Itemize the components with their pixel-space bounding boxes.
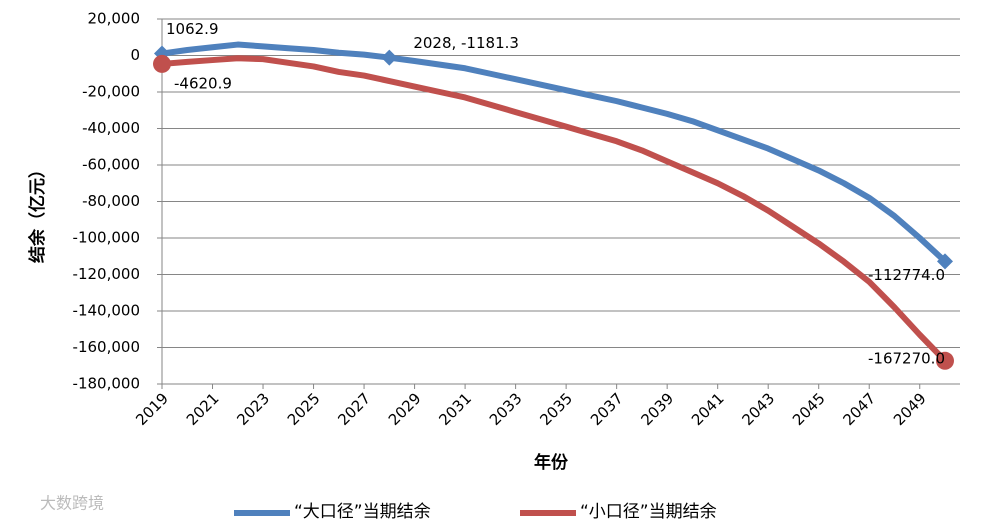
x-tick-label: 2047 (840, 389, 880, 429)
y-tick-label: -120,000 (73, 265, 140, 283)
legend-label: “大口径”当期结余 (294, 502, 431, 522)
x-tick-label: 2027 (334, 389, 374, 429)
legend-label: “小口径”当期结余 (580, 502, 717, 522)
y-tick-label: -80,000 (82, 192, 140, 210)
x-tick-label: 2045 (789, 389, 829, 429)
y-axis-label: 结余（亿元） (27, 161, 48, 263)
data-label: -167270.0 (868, 349, 945, 367)
x-tick-label: 2049 (890, 389, 930, 429)
x-tick-label: 2037 (587, 389, 627, 429)
y-tick-label: -20,000 (82, 83, 140, 101)
x-tick-label: 2039 (637, 389, 677, 429)
x-axis-label: 年份 (534, 452, 569, 473)
y-tick-label: -140,000 (73, 302, 140, 320)
x-tick-label: 2023 (233, 389, 273, 429)
data-label: 1062.9 (166, 20, 219, 38)
watermark: 大数跨境 (40, 494, 104, 513)
y-tick-label: 0 (130, 46, 140, 64)
x-tick-label: 2043 (738, 389, 778, 429)
y-tick-label: -100,000 (73, 229, 140, 247)
x-tick-label: 2041 (688, 389, 728, 429)
y-tick-label: -180,000 (73, 375, 140, 393)
series-line (161, 55, 948, 363)
data-label: 2028, -1181.3 (413, 34, 519, 52)
y-tick-label: -160,000 (73, 338, 140, 356)
x-tick-label: 2019 (132, 389, 172, 429)
data-label: -112774.0 (868, 266, 945, 284)
x-tick-label: 2031 (435, 389, 475, 429)
data-label: -4620.9 (174, 74, 232, 92)
y-tick-label: 20,000 (88, 10, 141, 28)
marker (153, 54, 171, 73)
x-tick-label: 2025 (284, 389, 324, 429)
marker (937, 253, 953, 270)
y-tick-label: -40,000 (82, 119, 140, 137)
marker (936, 351, 954, 370)
y-tick-label: -60,000 (82, 156, 140, 174)
series-line (161, 41, 948, 264)
x-tick-label: 2035 (536, 389, 576, 429)
x-tick-label: 2021 (183, 389, 223, 429)
x-tick-label: 2029 (385, 389, 425, 429)
x-tick-label: 2033 (486, 389, 526, 429)
marker (381, 49, 398, 66)
